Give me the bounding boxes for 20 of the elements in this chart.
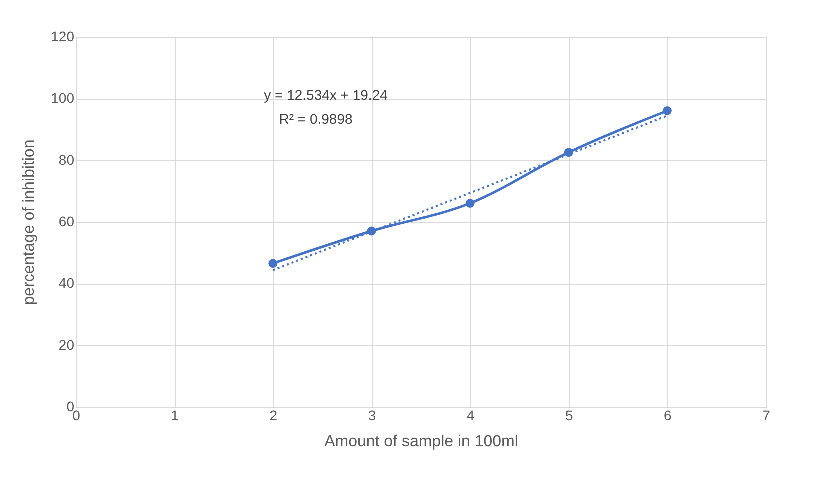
y-tick-label: 40 — [58, 275, 75, 292]
y-tick-label: 80 — [58, 152, 75, 168]
x-tick-label: 1 — [171, 408, 180, 424]
y-tick-label: 60 — [58, 214, 75, 230]
x-tick-label: 7 — [762, 408, 771, 424]
x-tick-label: 3 — [368, 408, 376, 424]
y-tick-label: 20 — [58, 336, 75, 353]
x-axis-title: Amount of sample in 100ml — [324, 434, 518, 450]
annotation: R² = 0.9898 — [279, 111, 353, 127]
point — [662, 106, 672, 116]
point — [268, 259, 278, 268]
y-tick-label: 100 — [51, 90, 75, 106]
y-axis-title: percentage of inhibition — [21, 140, 38, 306]
x-tick-label: 4 — [466, 408, 475, 424]
point — [466, 199, 475, 208]
x-tick-label: 6 — [664, 408, 672, 424]
y-tick-label: 120 — [51, 28, 75, 44]
x-tick-label: 2 — [270, 408, 278, 424]
annotation: y = 12.534x + 19.24 — [264, 87, 388, 103]
x-tick-label: 5 — [565, 408, 574, 424]
